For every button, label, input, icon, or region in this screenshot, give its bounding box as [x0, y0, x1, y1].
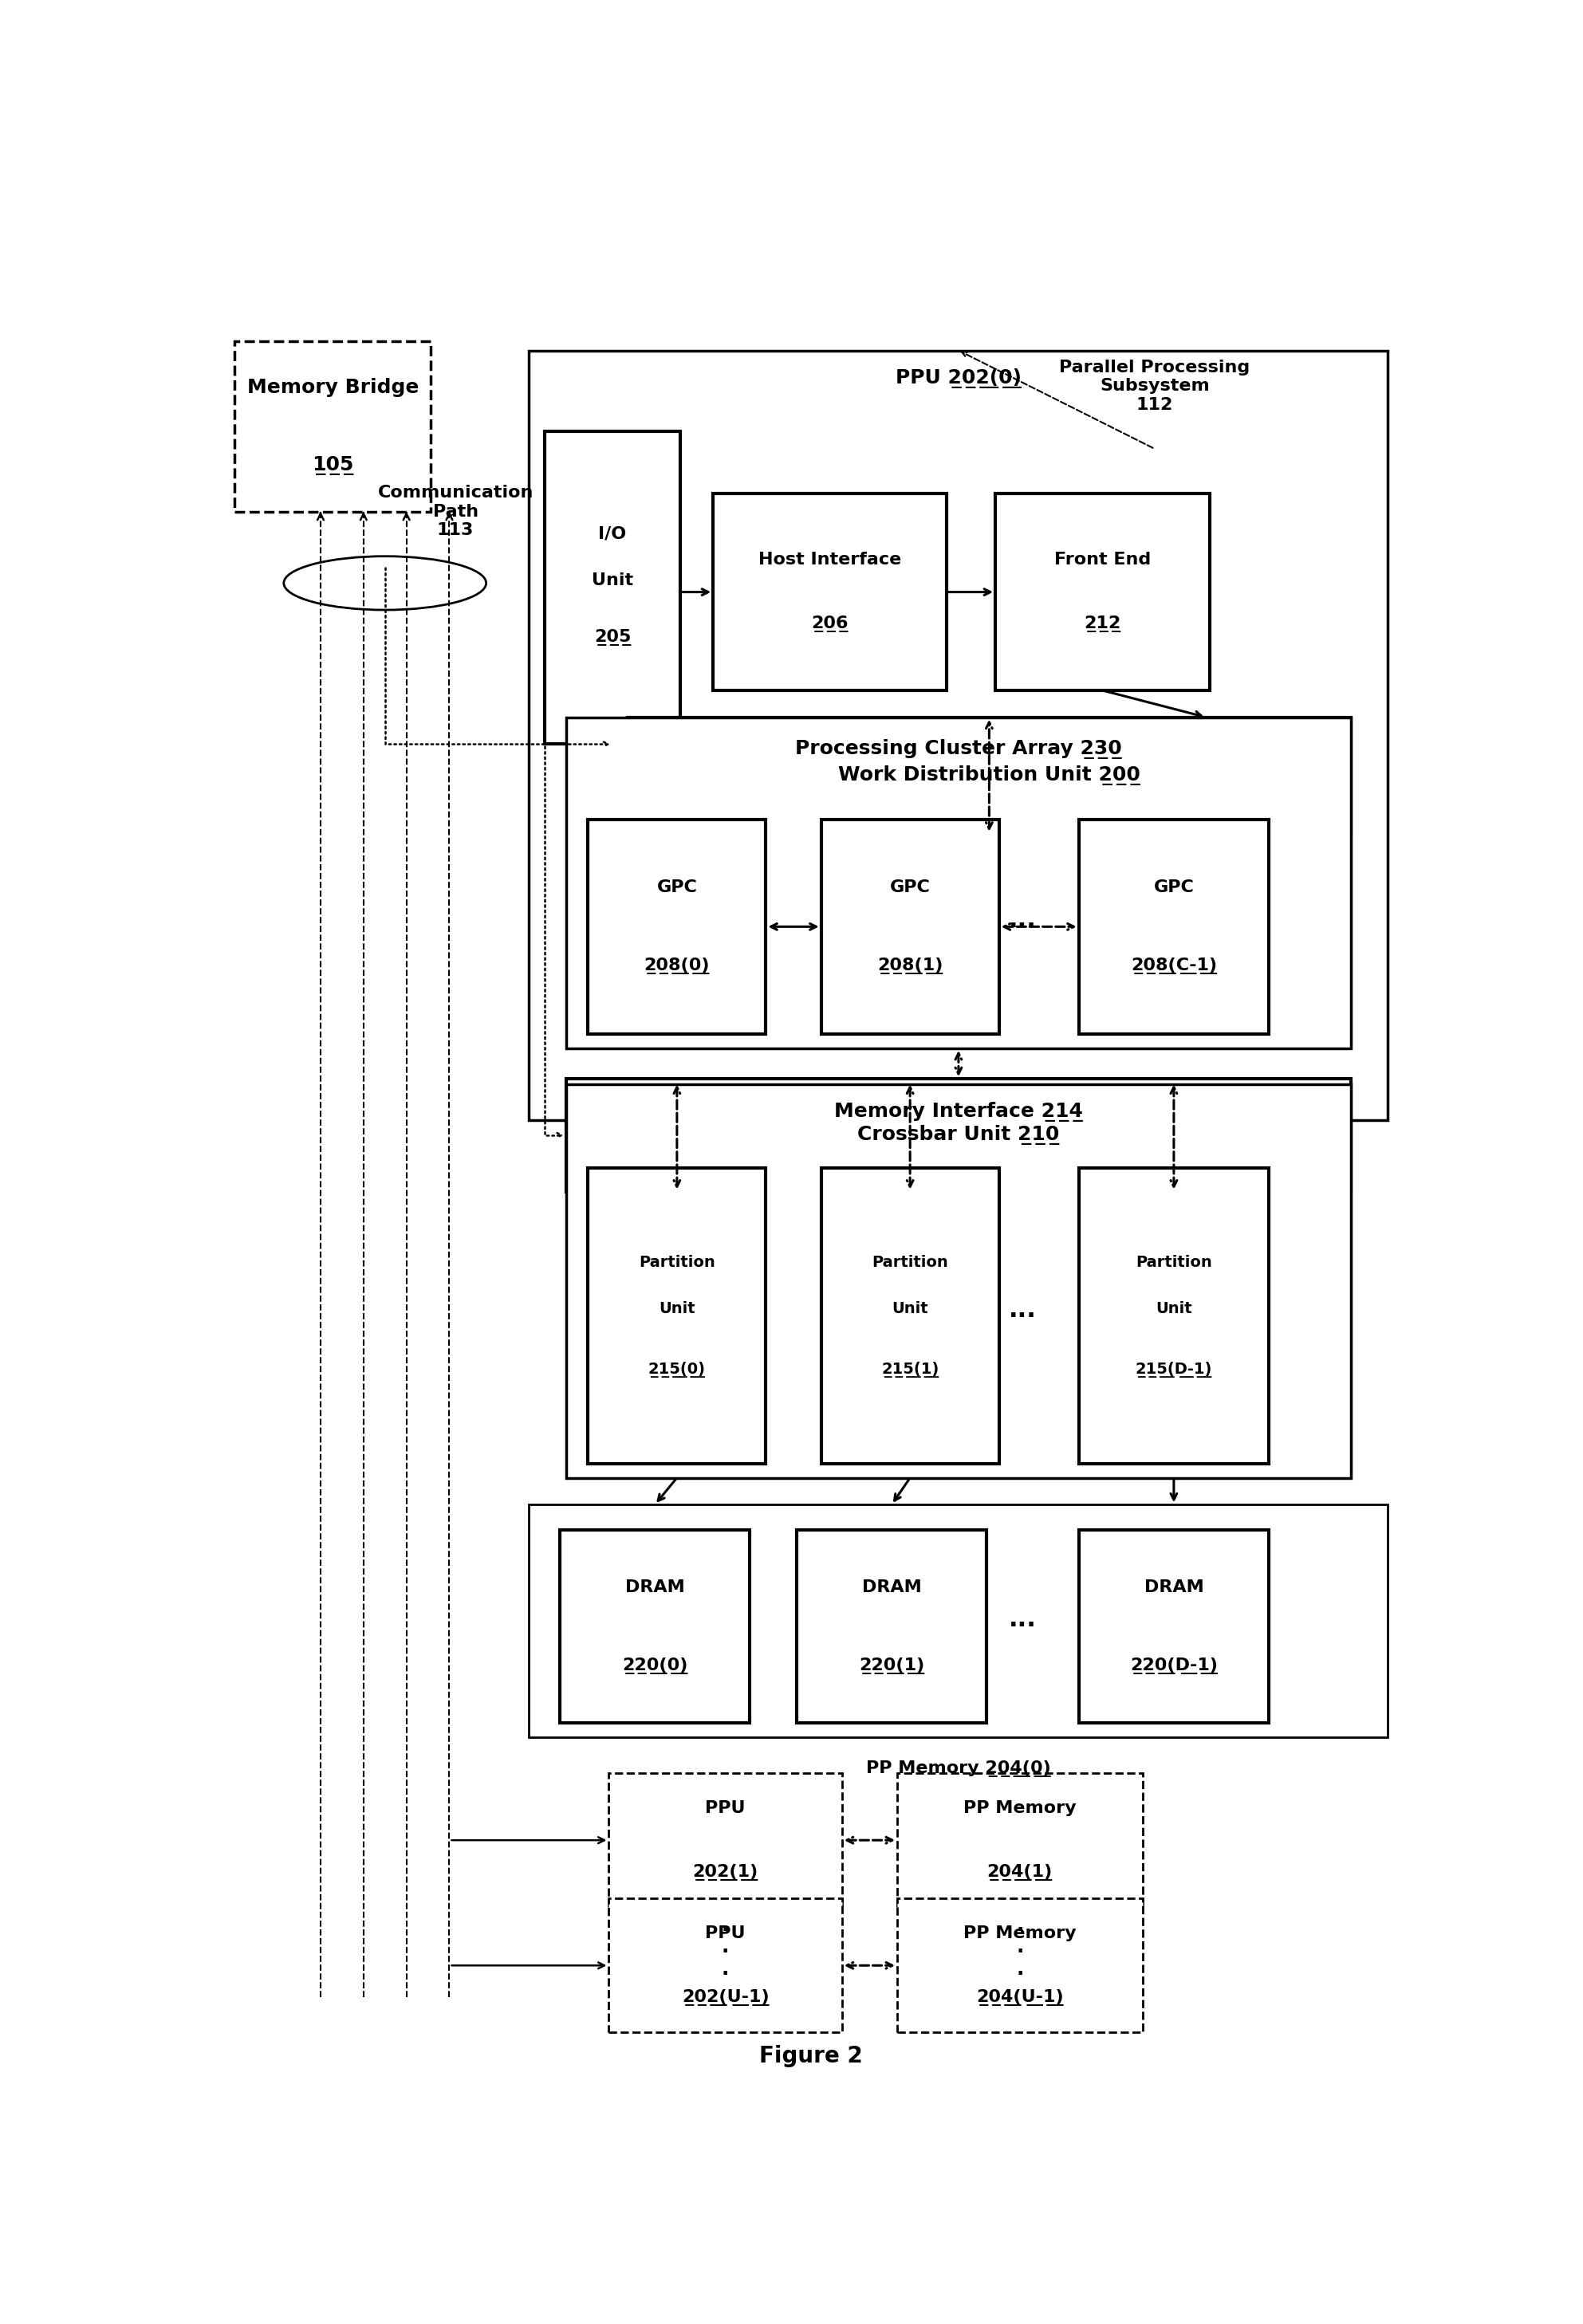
Text: 2̲0̲8̲(̲C̲-̲1̲)̲: 2̲0̲8̲(̲C̲-̲1̲)̲ [1130, 957, 1217, 974]
Text: 1̲0̲5̲: 1̲0̲5̲ [312, 456, 353, 476]
Text: Processing Cluster Array 2̲3̲0̲: Processing Cluster Array 2̲3̲0̲ [795, 739, 1122, 758]
Bar [627, 718, 1352, 834]
Bar [996, 493, 1209, 690]
Text: GPC: GPC [1154, 878, 1194, 895]
Text: DRAM: DRAM [861, 1578, 921, 1594]
Text: GPC: GPC [657, 878, 697, 895]
Bar [822, 1169, 999, 1464]
Text: Memory Bridge: Memory Bridge [247, 376, 419, 397]
Text: PPU: PPU [706, 1924, 746, 1941]
Text: 2̲1̲5̲(̲0̲)̲: 2̲1̲5̲(̲0̲)̲ [649, 1362, 706, 1378]
Text: ·
·
·: · · · [1016, 1920, 1024, 1985]
Text: PP Memory: PP Memory [964, 1801, 1076, 1815]
Text: 2̲0̲2̲(̲U̲-̲1̲)̲: 2̲0̲2̲(̲U̲-̲1̲)̲ [682, 1989, 769, 2006]
Text: ·
·
·: · · · [722, 1920, 730, 1985]
Text: Crossbar Unit 2̲1̲0̲: Crossbar Unit 2̲1̲0̲ [858, 1125, 1059, 1146]
Bar [1078, 820, 1270, 1034]
Bar [567, 1085, 1350, 1478]
Text: DRAM: DRAM [625, 1578, 685, 1594]
Bar [560, 1529, 750, 1722]
Bar [567, 718, 1350, 1048]
Text: Host Interface: Host Interface [758, 551, 901, 567]
Text: Partition: Partition [640, 1255, 716, 1269]
Text: Work Distribution Unit 2̲0̲0̲: Work Distribution Unit 2̲0̲0̲ [837, 765, 1140, 786]
Text: PPU 2̲0̲2̲(̲0̲)̲: PPU 2̲0̲2̲(̲0̲)̲ [896, 370, 1021, 388]
Text: 2̲0̲6̲: 2̲0̲6̲ [810, 616, 848, 632]
Bar [529, 351, 1388, 1120]
Text: 2̲0̲4̲(̲1̲)̲: 2̲0̲4̲(̲1̲)̲ [988, 1864, 1053, 1880]
Text: PPU: PPU [706, 1801, 746, 1815]
Text: 2̲0̲5̲: 2̲0̲5̲ [594, 630, 632, 646]
Text: 2̲0̲8̲(̲0̲)̲: 2̲0̲8̲(̲0̲)̲ [644, 957, 709, 974]
Bar [234, 342, 431, 511]
Text: 2̲1̲2̲: 2̲1̲2̲ [1084, 616, 1121, 632]
Text: Figure 2: Figure 2 [760, 2045, 863, 2066]
Text: 2̲1̲5̲(̲1̲)̲: 2̲1̲5̲(̲1̲)̲ [882, 1362, 939, 1378]
Bar [587, 1169, 766, 1464]
Text: DRAM: DRAM [1145, 1578, 1203, 1594]
Text: 2̲2̲0̲(̲D̲-̲1̲)̲: 2̲2̲0̲(̲D̲-̲1̲)̲ [1130, 1657, 1217, 1673]
Text: 2̲2̲0̲(̲1̲)̲: 2̲2̲0̲(̲1̲)̲ [860, 1657, 924, 1673]
Bar [1078, 1529, 1270, 1722]
Text: Parallel Processing
Subsystem
112: Parallel Processing Subsystem 112 [1059, 360, 1251, 414]
Bar [822, 820, 999, 1034]
Bar [587, 820, 766, 1034]
Bar [1078, 1169, 1270, 1464]
Text: Memory Interface 2̲1̲4̲: Memory Interface 2̲1̲4̲ [834, 1102, 1083, 1122]
Bar [898, 1899, 1143, 2034]
Text: 2̲1̲5̲(̲D̲-̲1̲)̲: 2̲1̲5̲(̲D̲-̲1̲)̲ [1135, 1362, 1213, 1378]
Text: GPC: GPC [890, 878, 931, 895]
Bar [545, 430, 681, 744]
Text: ···: ··· [1008, 1306, 1037, 1329]
Text: Unit: Unit [592, 572, 633, 588]
Text: ···: ··· [1008, 916, 1037, 939]
Text: 2̲0̲2̲(̲1̲)̲: 2̲0̲2̲(̲1̲)̲ [693, 1864, 758, 1880]
Text: ···: ··· [1008, 1615, 1037, 1638]
Text: Front End: Front End [1054, 551, 1151, 567]
Text: 2̲0̲4̲(̲U̲-̲1̲)̲: 2̲0̲4̲(̲U̲-̲1̲)̲ [977, 1989, 1064, 2006]
Bar [609, 1899, 842, 2034]
Text: Unit: Unit [891, 1301, 928, 1315]
Bar [529, 1504, 1388, 1738]
Bar [796, 1529, 986, 1722]
Text: Partition: Partition [1135, 1255, 1213, 1269]
Text: Unit: Unit [659, 1301, 695, 1315]
Text: PP Memory: PP Memory [964, 1924, 1076, 1941]
Bar [609, 1773, 842, 1908]
Text: 2̲2̲0̲(̲0̲)̲: 2̲2̲0̲(̲0̲)̲ [622, 1657, 687, 1673]
Bar [567, 1078, 1350, 1192]
Text: 2̲0̲8̲(̲1̲)̲: 2̲0̲8̲(̲1̲)̲ [877, 957, 943, 974]
Text: Partition: Partition [872, 1255, 948, 1269]
Text: Communication
Path
113: Communication Path 113 [378, 486, 533, 537]
Text: PP Memory 2̲0̲4̲(̲0̲)̲: PP Memory 2̲0̲4̲(̲0̲)̲ [866, 1762, 1051, 1778]
Text: I/O: I/O [598, 525, 627, 541]
Text: Unit: Unit [1156, 1301, 1192, 1315]
Bar [712, 493, 947, 690]
Bar [898, 1773, 1143, 1908]
